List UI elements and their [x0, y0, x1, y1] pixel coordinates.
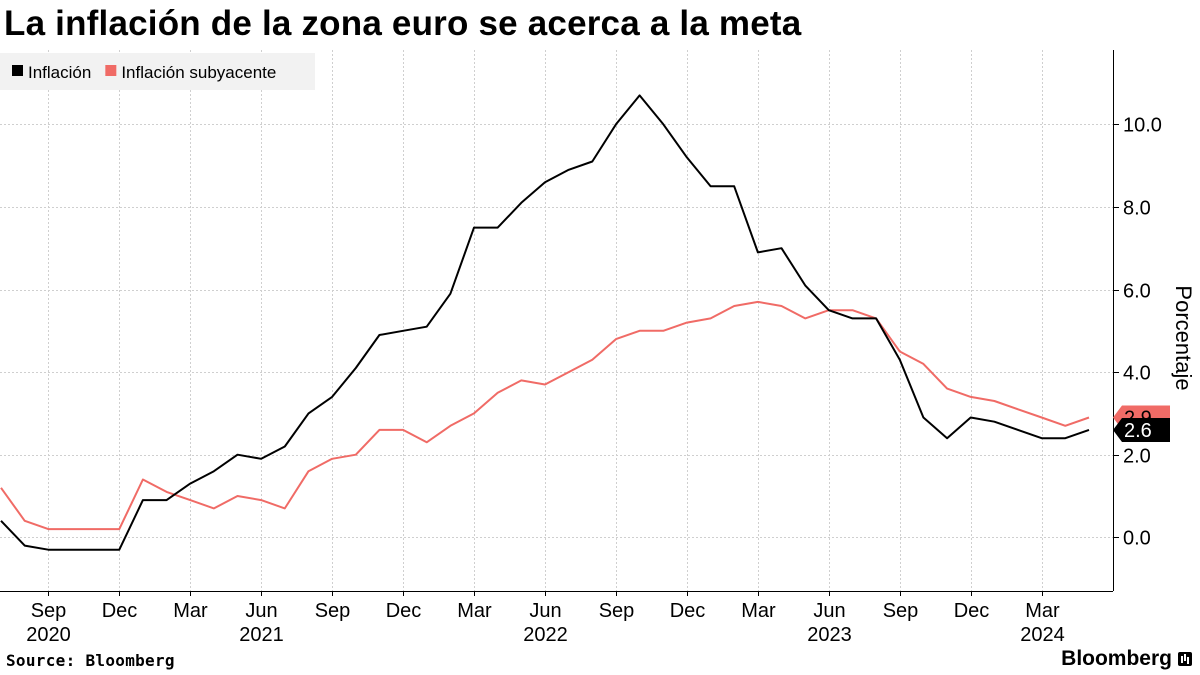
end-label-inflacion: 2.6	[1113, 417, 1170, 442]
y-tick-label: 8.0	[1123, 198, 1151, 220]
x-tick-label: Mar	[741, 600, 776, 622]
series-line-inflacion-subyacente	[0, 300, 1090, 531]
x-year-label: 2024	[1020, 624, 1065, 646]
x-tick-label: Sep	[31, 600, 67, 622]
x-tick-label: Sep	[599, 600, 635, 622]
legend-label: Inflación subyacente	[121, 63, 276, 82]
end-label-box	[1113, 417, 1170, 442]
x-tick-label: Jun	[245, 600, 277, 622]
x-tick-label: Dec	[102, 600, 138, 622]
source-note: Source: Bloomberg	[6, 651, 175, 670]
end-label-value: 2.6	[1124, 420, 1152, 442]
x-tick-label: Jun	[813, 600, 845, 622]
y-tick-label: 0.0	[1123, 528, 1151, 550]
legend-label: Inflación	[28, 63, 91, 82]
axes	[0, 50, 1119, 596]
x-year-label: 2023	[807, 624, 852, 646]
x-tick-label: Dec	[670, 600, 706, 622]
brand-name: Bloomberg	[1061, 647, 1172, 670]
legend-swatch	[105, 65, 117, 76]
bloomberg-terminal-icon	[1178, 652, 1192, 666]
x-year-label: 2021	[239, 624, 284, 646]
y-tick-label: 6.0	[1123, 281, 1151, 303]
vertical-gridlines	[48, 50, 1043, 591]
horizontal-gridlines	[0, 124, 1113, 538]
chart-title: La inflación de la zona euro se acerca a…	[4, 4, 802, 43]
x-tick-label: Dec	[954, 600, 990, 622]
x-tick-label: Dec	[386, 600, 422, 622]
legend-swatch	[12, 65, 23, 76]
bloomberg-logo: Bloomberg	[1061, 647, 1192, 671]
x-year-label: 2020	[26, 624, 71, 646]
legend: Inflación Inflación subyacente	[0, 53, 315, 90]
x-tick-label: Mar	[1025, 600, 1060, 622]
y-tick-label: 10.0	[1123, 115, 1162, 137]
x-tick-label: Sep	[315, 600, 351, 622]
x-tick-label: Jun	[529, 600, 561, 622]
y-tick-label: 2.0	[1123, 446, 1151, 468]
series-line-inflacion	[0, 94, 1090, 551]
x-tick-label: Mar	[457, 600, 492, 622]
x-tick-label: Sep	[883, 600, 919, 622]
end-value-labels: 2.92.6	[1113, 405, 1170, 442]
y-tick-labels: 0.0 2.0 4.0 6.0 8.0 10.0	[1123, 115, 1162, 550]
x-year-label: 2022	[523, 624, 568, 646]
y-tick-label: 4.0	[1123, 363, 1151, 385]
x-tick-label: Mar	[173, 600, 208, 622]
series-layer	[0, 94, 1090, 551]
y-axis-label: Porcentaje	[1171, 285, 1196, 390]
